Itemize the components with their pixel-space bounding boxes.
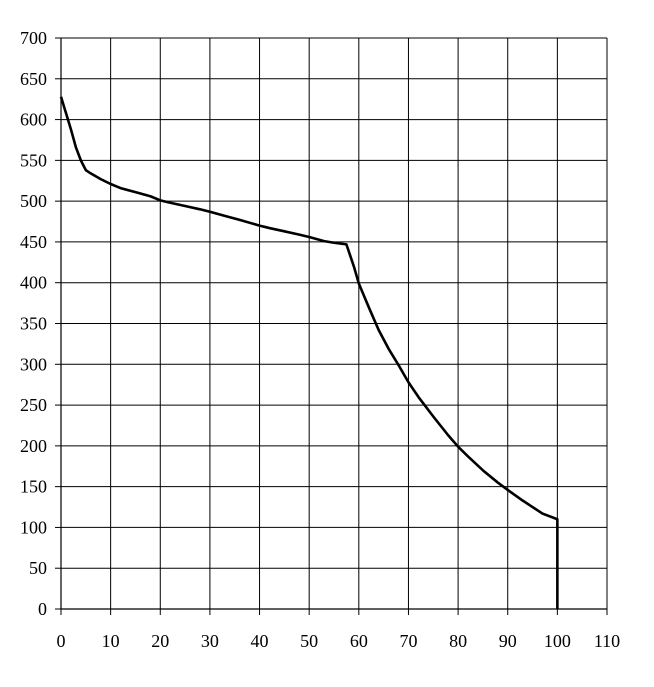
x-tick-label: 70 xyxy=(399,631,417,651)
x-tick-label: 10 xyxy=(102,631,120,651)
y-tick-label: 50 xyxy=(29,558,47,578)
y-tick-label: 400 xyxy=(20,273,47,293)
y-tick-label: 200 xyxy=(20,436,47,456)
y-tick-label: 100 xyxy=(20,517,47,537)
x-tick-label: 60 xyxy=(350,631,368,651)
y-tick-label: 650 xyxy=(20,69,47,89)
x-tick-label: 110 xyxy=(594,631,620,651)
y-tick-label: 250 xyxy=(20,395,47,415)
x-tick-label: 30 xyxy=(201,631,219,651)
y-tick-label: 700 xyxy=(20,28,47,48)
x-axis-ticks: 0 10 20 30 40 50 60 70 80 90 100 110 xyxy=(57,609,620,651)
x-tick-label: 20 xyxy=(151,631,169,651)
y-tick-label: 0 xyxy=(38,599,47,619)
y-tick-label: 300 xyxy=(20,354,47,374)
y-tick-label: 500 xyxy=(20,191,47,211)
y-axis-ticks: 0 50 100 150 200 250 300 350 400 450 500 550 600 650 7… xyxy=(20,28,61,619)
series-line xyxy=(59,96,559,609)
x-tick-label: 100 xyxy=(544,631,571,651)
y-tick-label: 600 xyxy=(20,110,47,130)
x-tick-label: 90 xyxy=(499,631,517,651)
x-tick-label: 0 xyxy=(57,631,66,651)
series xyxy=(59,96,559,609)
x-tick-label: 80 xyxy=(449,631,467,651)
y-tick-label: 350 xyxy=(20,314,47,334)
grid xyxy=(60,37,608,610)
y-tick-label: 450 xyxy=(20,232,47,252)
y-tick-label: 150 xyxy=(20,477,47,497)
y-tick-label: 550 xyxy=(20,150,47,170)
x-tick-label: 40 xyxy=(251,631,269,651)
x-tick-label: 50 xyxy=(300,631,318,651)
